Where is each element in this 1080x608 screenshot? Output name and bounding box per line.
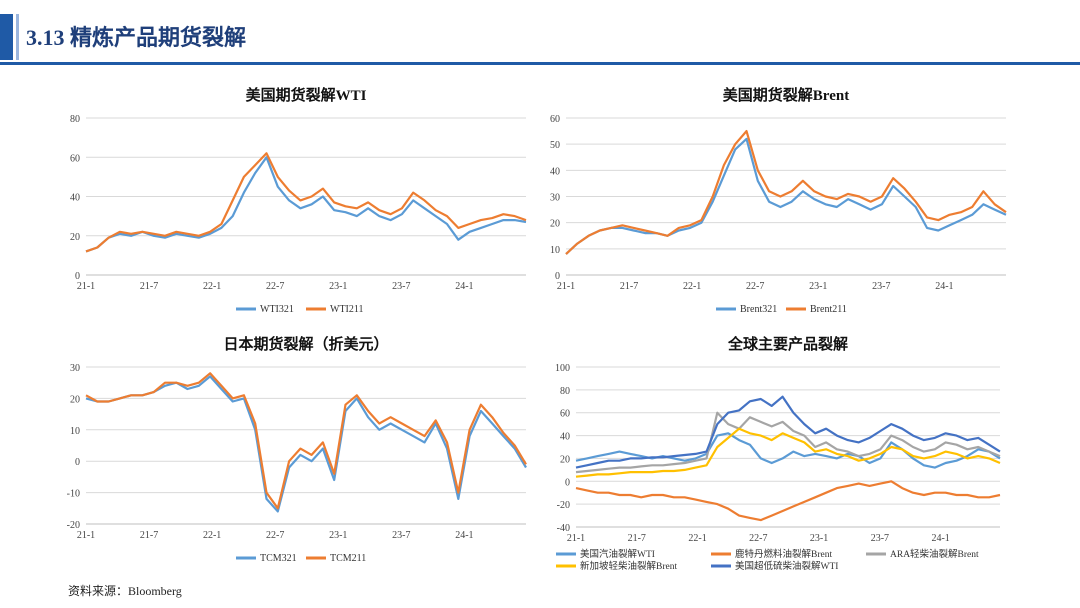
japan-x-tick-label: 23-7: [392, 530, 410, 541]
global-series-line-3: [575, 427, 1001, 478]
wti-x-tick-label: 23-7: [392, 281, 410, 292]
wti-y-tick-label: 20: [70, 232, 80, 243]
brent-y-tick-label: 20: [550, 219, 560, 230]
global-y-tick-label: 40: [560, 432, 570, 443]
japan-x-tick-label: 21-1: [77, 530, 95, 541]
page-title: 3.13 精炼产品期货裂解: [26, 25, 247, 50]
chart-global: 全球主要产品裂解 -40 -20 0 20 40 60 80 100 21-1 21-7 22-1 22…: [520, 327, 1040, 582]
japan-y-tick-label: -20: [67, 520, 80, 531]
global-y-tick-label: -20: [557, 500, 570, 511]
chart-japan: 日本期货裂解（折美元） -20 -10 0 10 20 30 21-1 21-7 22-1 22-7…: [40, 327, 540, 572]
brent-x-tick-label: 21-7: [620, 281, 638, 292]
japan-legend-label: TCM321: [260, 553, 297, 564]
wti-x-tick-label: 22-7: [266, 281, 284, 292]
brent-x-tick-label: 23-7: [872, 281, 890, 292]
global-x-tick-label: 23-1: [810, 533, 828, 544]
japan-y-tick-label: 10: [70, 426, 80, 437]
brent-x-tick-label: 23-1: [809, 281, 827, 292]
header-rule: [0, 62, 1080, 65]
chart-wti: 美国期货裂解WTI 0 20 40 60 80 21-1 21-7 22-1 22-7 23-1 23…: [40, 78, 540, 323]
wti-y-tick-label: 80: [70, 114, 80, 125]
global-y-tick-label: 60: [560, 409, 570, 420]
japan-title: 日本期货裂解（折美元）: [223, 335, 388, 353]
brent-x-tick-label: 22-7: [746, 281, 764, 292]
brent-y-tick-label: 0: [555, 271, 560, 282]
japan-x-tick-label: 21-7: [140, 530, 158, 541]
wti-series-line-0: [85, 156, 527, 253]
global-series-line-1: [575, 480, 1001, 522]
japan-y-tick-label: 20: [70, 394, 80, 405]
wti-y-tick-label: 40: [70, 193, 80, 204]
wti-svg: 美国期货裂解WTI 0 20 40 60 80 21-1 21-7 22-1 22-7 23-1 23…: [70, 86, 527, 315]
brent-svg: 美国期货裂解Brent 0 10 20 30 40 50 60 21-1 21-7 22-1 22-7…: [550, 86, 1007, 315]
brent-y-tick-label: 40: [550, 166, 560, 177]
wti-x-tick-label: 23-1: [329, 281, 347, 292]
wti-x-tick-label: 21-7: [140, 281, 158, 292]
global-y-tick-label: 20: [560, 454, 570, 465]
japan-series-line-1: [85, 372, 527, 510]
global-x-tick-label: 21-7: [628, 533, 646, 544]
global-svg: 全球主要产品裂解 -40 -20 0 20 40 60 80 100 21-1 21-7 22-1 22…: [555, 335, 1001, 572]
brent-y-tick-label: 50: [550, 140, 560, 151]
japan-x-tick-label: 23-1: [329, 530, 347, 541]
global-series-line-4: [575, 395, 1001, 469]
global-x-tick-label: 21-1: [567, 533, 585, 544]
wti-series-line-1: [85, 152, 527, 253]
global-legend-label: 鹿特丹燃料油裂解Brent: [735, 548, 832, 560]
brent-x-tick-label: 22-1: [683, 281, 701, 292]
global-x-tick-label: 22-7: [749, 533, 767, 544]
global-legend-label: 新加坡轻柴油裂解Brent: [580, 560, 677, 572]
japan-legend-label: TCM211: [330, 553, 366, 564]
global-legend-label: 美国汽油裂解WTI: [580, 548, 655, 560]
global-y-tick-label: 80: [560, 386, 570, 397]
wti-legend-label: WTI321: [260, 304, 294, 315]
global-title: 全球主要产品裂解: [727, 335, 848, 353]
header-accent-bar: [0, 14, 13, 60]
japan-y-tick-label: 30: [70, 363, 80, 374]
wti-y-tick-label: 60: [70, 153, 80, 164]
japan-svg: 日本期货裂解（折美元） -20 -10 0 10 20 30 21-1 21-7 22-1 22-7…: [67, 335, 527, 564]
brent-y-tick-label: 10: [550, 245, 560, 256]
brent-y-tick-label: 30: [550, 193, 560, 204]
japan-series-line-0: [85, 375, 527, 513]
global-series-line-2: [575, 411, 1001, 474]
brent-series-line-0: [565, 137, 1007, 255]
japan-x-tick-label: 22-1: [203, 530, 221, 541]
japan-x-tick-label: 22-7: [266, 530, 284, 541]
global-series-line-0: [575, 432, 1001, 469]
wti-y-tick-label: 0: [75, 271, 80, 282]
brent-y-tick-label: 60: [550, 114, 560, 125]
source-note: 资料来源：Bloomberg: [68, 584, 182, 598]
global-y-tick-label: 100: [555, 363, 570, 374]
global-x-tick-label: 24-1: [931, 533, 949, 544]
global-y-tick-label: 0: [565, 477, 570, 488]
wti-title: 美国期货裂解WTI: [246, 86, 367, 104]
brent-x-tick-label: 24-1: [935, 281, 953, 292]
brent-title: 美国期货裂解Brent: [723, 86, 849, 104]
brent-legend-label: Brent321: [740, 304, 777, 315]
global-y-tick-label: -40: [557, 523, 570, 534]
wti-legend-label: WTI211: [330, 304, 364, 315]
japan-y-tick-label: 0: [75, 457, 80, 468]
japan-y-tick-label: -10: [67, 489, 80, 500]
wti-x-tick-label: 21-1: [77, 281, 95, 292]
global-x-tick-label: 23-7: [871, 533, 889, 544]
global-legend-label: 美国超低硫柴油裂解WTI: [735, 560, 838, 572]
brent-x-tick-label: 21-1: [557, 281, 575, 292]
header-accent-bar-light: [16, 14, 19, 60]
wti-x-tick-label: 24-1: [455, 281, 473, 292]
japan-x-tick-label: 24-1: [455, 530, 473, 541]
global-legend-label: ARA轻柴油裂解Brent: [890, 548, 979, 560]
wti-x-tick-label: 22-1: [203, 281, 221, 292]
global-x-tick-label: 22-1: [688, 533, 706, 544]
brent-series-line-1: [565, 129, 1007, 255]
chart-brent: 美国期货裂解Brent 0 10 20 30 40 50 60 21-1 21-7 22-1 22-7…: [520, 78, 1040, 323]
brent-legend-label: Brent211: [810, 304, 847, 315]
